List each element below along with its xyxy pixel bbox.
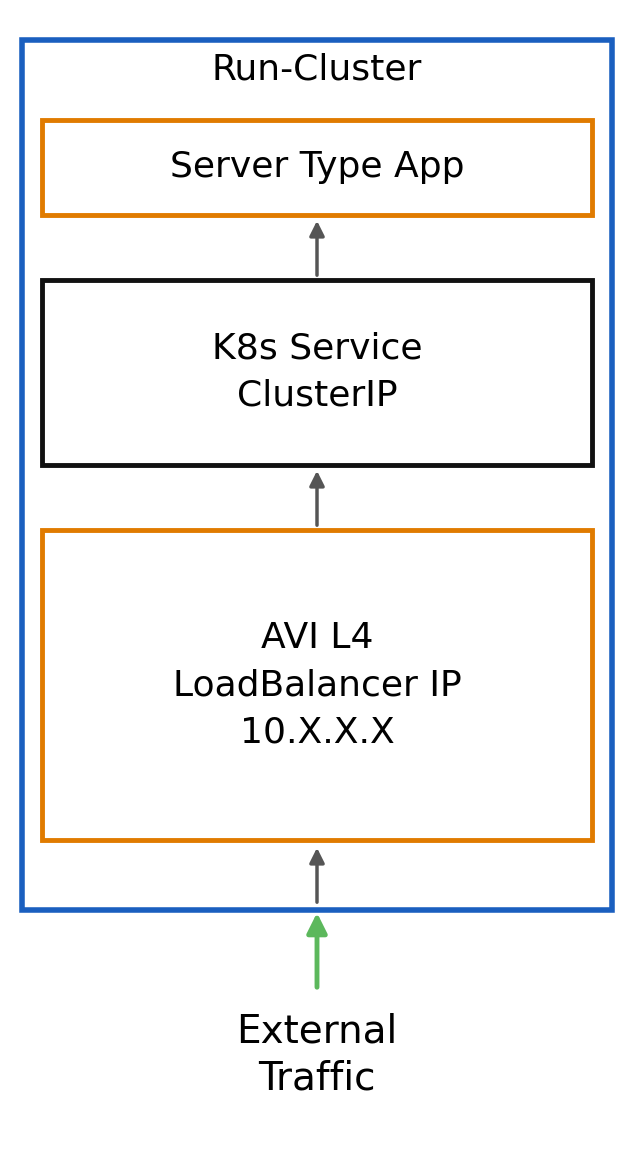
Text: AVI L4
LoadBalancer IP
10.X.X.X: AVI L4 LoadBalancer IP 10.X.X.X — [172, 621, 462, 749]
Bar — [42, 530, 592, 840]
Text: K8s Service
ClusterIP: K8s Service ClusterIP — [212, 331, 422, 412]
Bar — [42, 120, 592, 215]
Bar — [22, 41, 612, 910]
Text: External
Traffic: External Traffic — [236, 1012, 398, 1098]
Bar — [42, 280, 592, 466]
Text: Server Type App: Server Type App — [170, 151, 464, 184]
Text: Run-Cluster: Run-Cluster — [212, 53, 422, 87]
